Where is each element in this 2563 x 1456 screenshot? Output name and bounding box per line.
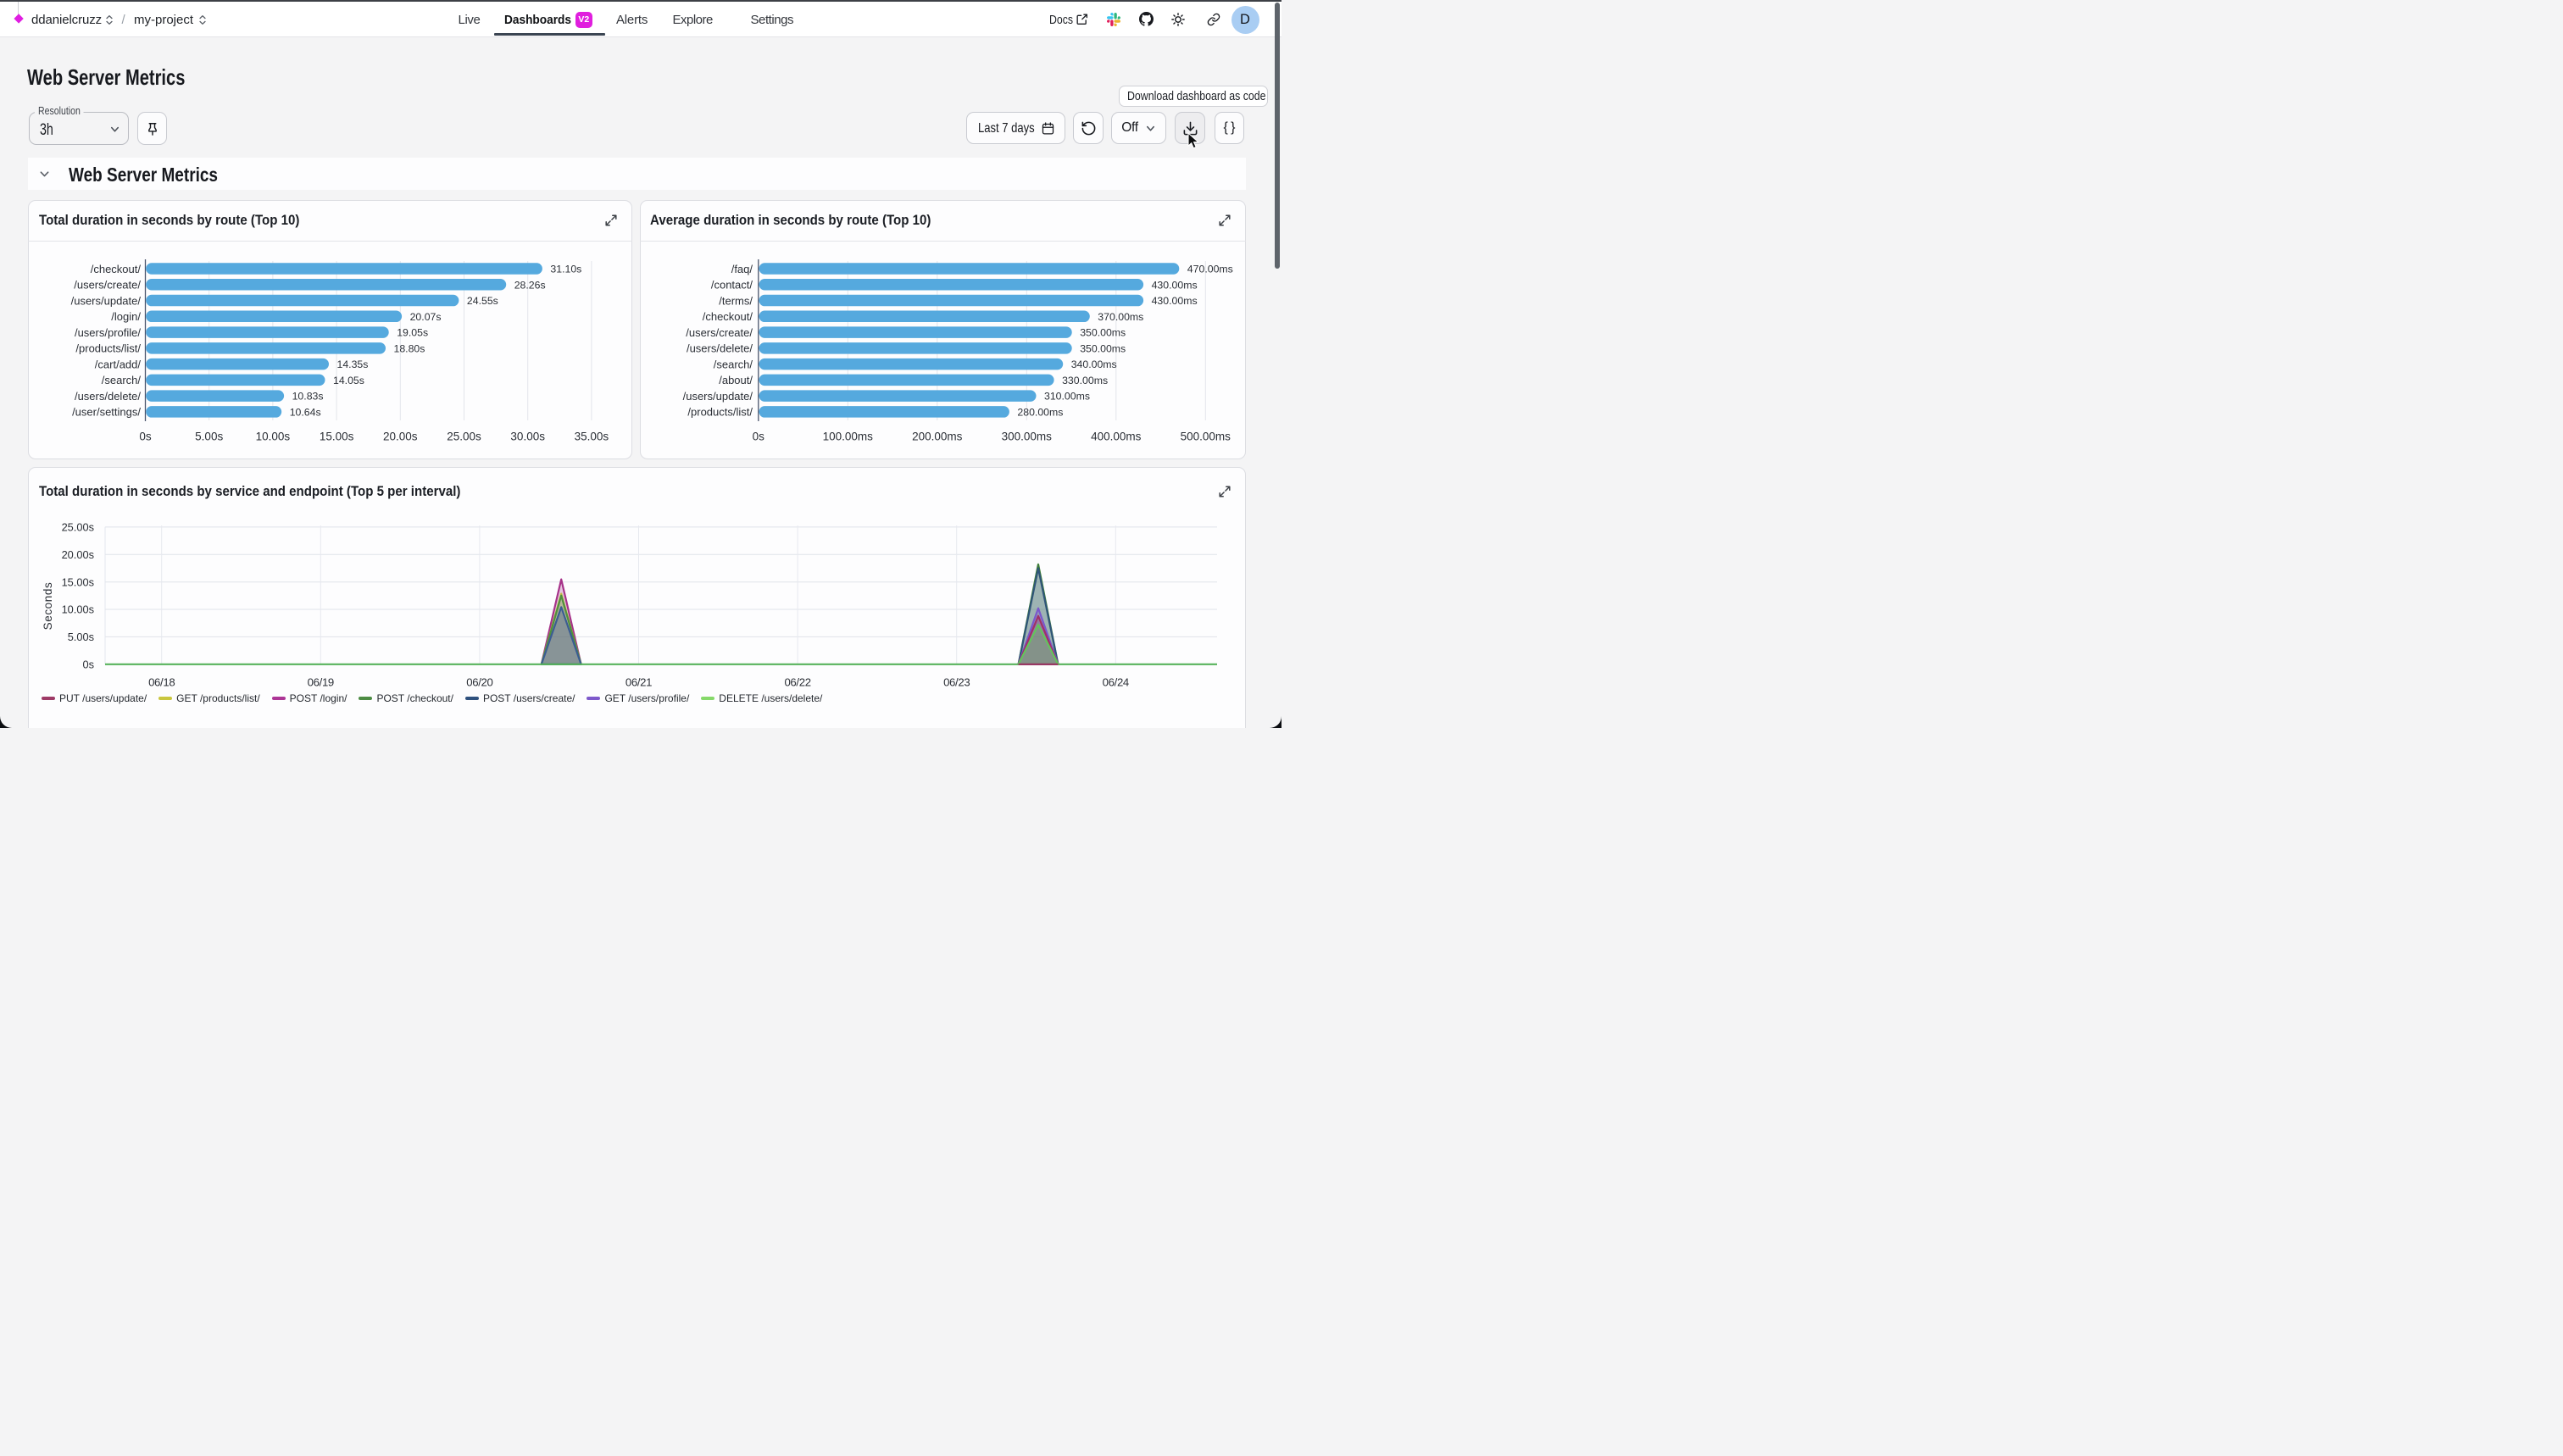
svg-text:0s: 0s: [139, 431, 152, 443]
svg-text:24.55s: 24.55s: [467, 295, 498, 307]
svg-text:500.00ms: 500.00ms: [1181, 431, 1231, 443]
svg-text:20.07s: 20.07s: [410, 311, 442, 323]
svg-text:0s: 0s: [753, 431, 765, 443]
svg-text:/users/create/: /users/create/: [74, 279, 141, 292]
svg-text:430.00ms: 430.00ms: [1152, 295, 1198, 307]
svg-text:/products/list/: /products/list/: [687, 406, 753, 419]
svg-text:/search/: /search/: [714, 358, 753, 370]
svg-text:06/23: 06/23: [943, 676, 970, 689]
svg-text:/login/: /login/: [111, 310, 141, 323]
svg-text:0s: 0s: [82, 658, 94, 670]
svg-text:14.35s: 14.35s: [337, 358, 369, 370]
svg-text:/search/: /search/: [102, 374, 142, 386]
svg-text:10.83s: 10.83s: [292, 391, 324, 403]
svg-text:30.00s: 30.00s: [510, 431, 545, 443]
svg-text:19.05s: 19.05s: [397, 327, 428, 339]
svg-text:/faq/: /faq/: [731, 263, 753, 275]
svg-text:31.10s: 31.10s: [550, 264, 581, 275]
svg-text:06/21: 06/21: [625, 676, 652, 689]
svg-text:Seconds: Seconds: [42, 582, 54, 631]
svg-text:28.26s: 28.26s: [514, 279, 546, 291]
svg-text:06/19: 06/19: [308, 676, 334, 689]
svg-text:/users/profile/: /users/profile/: [75, 326, 141, 339]
svg-text:5.00s: 5.00s: [195, 431, 223, 443]
svg-text:400.00ms: 400.00ms: [1091, 431, 1142, 443]
svg-text:350.00ms: 350.00ms: [1080, 327, 1126, 339]
svg-text:/users/delete/: /users/delete/: [75, 390, 141, 403]
svg-text:18.80s: 18.80s: [394, 342, 425, 354]
svg-text:25.00s: 25.00s: [447, 431, 481, 443]
svg-text:310.00ms: 310.00ms: [1044, 391, 1090, 403]
svg-text:340.00ms: 340.00ms: [1071, 358, 1117, 370]
svg-text:25.00s: 25.00s: [62, 521, 94, 534]
svg-text:10.00s: 10.00s: [62, 603, 94, 616]
svg-text:470.00ms: 470.00ms: [1187, 264, 1233, 275]
svg-text:430.00ms: 430.00ms: [1152, 279, 1198, 291]
svg-text:/products/list/: /products/list/: [75, 342, 141, 355]
svg-text:/checkout/: /checkout/: [91, 263, 142, 275]
svg-text:35.00s: 35.00s: [575, 431, 609, 443]
svg-text:/users/update/: /users/update/: [71, 294, 142, 307]
svg-text:/users/create/: /users/create/: [686, 326, 753, 339]
svg-text:15.00s: 15.00s: [320, 431, 354, 443]
svg-text:14.05s: 14.05s: [333, 375, 364, 386]
svg-text:200.00ms: 200.00ms: [912, 431, 963, 443]
svg-text:370.00ms: 370.00ms: [1098, 311, 1143, 323]
svg-text:100.00ms: 100.00ms: [823, 431, 874, 443]
svg-text:/contact/: /contact/: [711, 279, 753, 292]
svg-text:06/20: 06/20: [466, 676, 492, 689]
svg-text:06/24: 06/24: [1103, 676, 1129, 689]
svg-text:15.00s: 15.00s: [62, 575, 94, 588]
svg-text:/users/update/: /users/update/: [683, 390, 753, 403]
svg-text:330.00ms: 330.00ms: [1062, 375, 1108, 386]
svg-text:/users/delete/: /users/delete/: [687, 342, 753, 355]
svg-text:350.00ms: 350.00ms: [1080, 342, 1126, 354]
svg-text:/checkout/: /checkout/: [703, 310, 753, 323]
svg-text:/user/settings/: /user/settings/: [72, 406, 141, 419]
svg-text:10.00s: 10.00s: [256, 431, 291, 443]
svg-text:10.64s: 10.64s: [290, 406, 321, 418]
svg-text:/cart/add/: /cart/add/: [95, 358, 142, 370]
svg-text:5.00s: 5.00s: [68, 631, 94, 643]
svg-text:/terms/: /terms/: [719, 294, 753, 307]
svg-text:06/22: 06/22: [784, 676, 810, 689]
svg-text:300.00ms: 300.00ms: [1002, 431, 1053, 443]
svg-text:06/18: 06/18: [148, 676, 175, 689]
svg-text:/about/: /about/: [719, 374, 753, 386]
svg-text:20.00s: 20.00s: [383, 431, 418, 443]
svg-text:280.00ms: 280.00ms: [1017, 406, 1063, 418]
svg-text:20.00s: 20.00s: [62, 548, 94, 561]
